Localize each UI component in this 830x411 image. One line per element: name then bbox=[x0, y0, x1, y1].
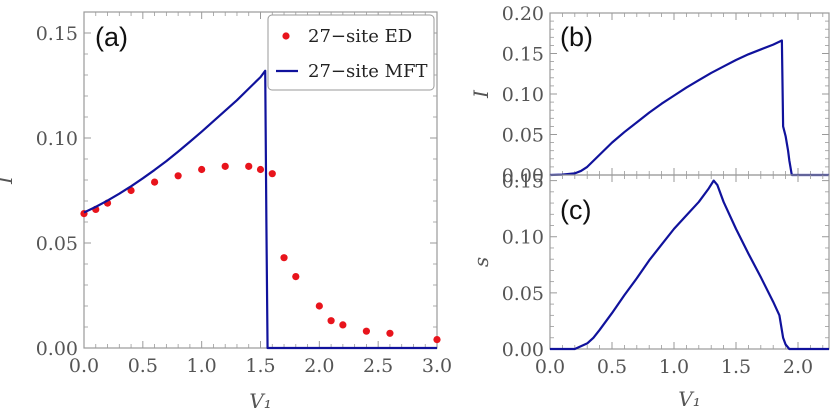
data-point bbox=[339, 321, 347, 329]
x-tick-label: 0.0 bbox=[535, 356, 565, 378]
legend-mft-label: 27−site MFT bbox=[308, 61, 428, 82]
y-tick-label: 0.15 bbox=[36, 23, 78, 45]
series-line bbox=[83, 69, 437, 350]
y-tick-label: 0.05 bbox=[36, 233, 78, 255]
x-tick-label: 1.0 bbox=[187, 355, 217, 377]
y-tick-label: 0.20 bbox=[502, 3, 544, 25]
series-line bbox=[549, 39, 829, 177]
x-axis-label: V₁ bbox=[249, 389, 271, 411]
legend-box bbox=[267, 14, 435, 91]
y-axis-label: s bbox=[469, 257, 493, 267]
series-line bbox=[550, 179, 829, 351]
panel-label: (b) bbox=[560, 22, 593, 52]
y-tick-label: 0.00 bbox=[502, 165, 544, 187]
y-tick-label: 0.05 bbox=[502, 125, 544, 147]
data-point bbox=[362, 327, 370, 335]
data-point bbox=[151, 178, 159, 186]
data-point bbox=[280, 254, 288, 262]
x-tick-label: 3.0 bbox=[422, 355, 452, 377]
panel-a-chart: 0.0 0.5 1.0 1.5 2.0 2.5 3.0 0.00 0.05 0.10 0.15 I V₁… bbox=[0, 11, 452, 411]
data-point bbox=[327, 317, 335, 325]
legend-ed-label: 27−site ED bbox=[308, 26, 412, 47]
panel-label: (c) bbox=[560, 195, 591, 225]
data-point bbox=[174, 172, 182, 180]
plot-frame bbox=[549, 174, 830, 350]
data-point bbox=[315, 302, 323, 310]
y-tick-label: 0.10 bbox=[502, 84, 544, 106]
y-tick-label: 0.10 bbox=[502, 227, 544, 249]
data-point bbox=[433, 336, 441, 344]
x-axis-label: V₁ bbox=[678, 387, 700, 411]
y-tick-label: 0.15 bbox=[502, 44, 544, 66]
x-tick-label: 2.5 bbox=[363, 355, 393, 377]
data-point bbox=[256, 165, 265, 174]
data-point bbox=[245, 162, 253, 170]
panel-label: (a) bbox=[95, 22, 128, 52]
data-point bbox=[292, 273, 300, 281]
x-tick-label: 0.5 bbox=[597, 356, 627, 378]
x-tick-label: 0.5 bbox=[128, 355, 158, 377]
x-tick-label: 1.0 bbox=[659, 356, 689, 378]
y-tick-label: 0.00 bbox=[502, 339, 544, 361]
data-point bbox=[198, 165, 206, 174]
x-tick-label: 0.0 bbox=[69, 355, 99, 377]
y-axis-label: I bbox=[0, 175, 17, 185]
x-tick-label: 1.5 bbox=[721, 356, 751, 378]
data-point bbox=[386, 329, 394, 337]
x-tick-label: 2.0 bbox=[304, 355, 334, 377]
panel-b-chart: 0.00 0.05 0.10 0.15 0.20 I (b) bbox=[469, 3, 830, 187]
y-tick-label: 0.15 bbox=[502, 171, 544, 193]
y-tick-label: 0.10 bbox=[36, 128, 78, 150]
data-point bbox=[268, 170, 276, 178]
x-tick-label: 2.0 bbox=[783, 356, 813, 378]
x-tick-label: 1.5 bbox=[245, 355, 275, 377]
y-tick-label: 0.05 bbox=[502, 283, 544, 305]
y-axis-label: I bbox=[469, 89, 493, 99]
panel-c-chart: 0.0 0.5 1.0 1.5 2.0 0.00 0.05 0.10 0.15 s V₁ (c) bbox=[469, 171, 830, 411]
legend-ed-marker bbox=[282, 32, 290, 40]
y-tick-label: 0.00 bbox=[36, 338, 78, 360]
data-point bbox=[221, 162, 229, 170]
